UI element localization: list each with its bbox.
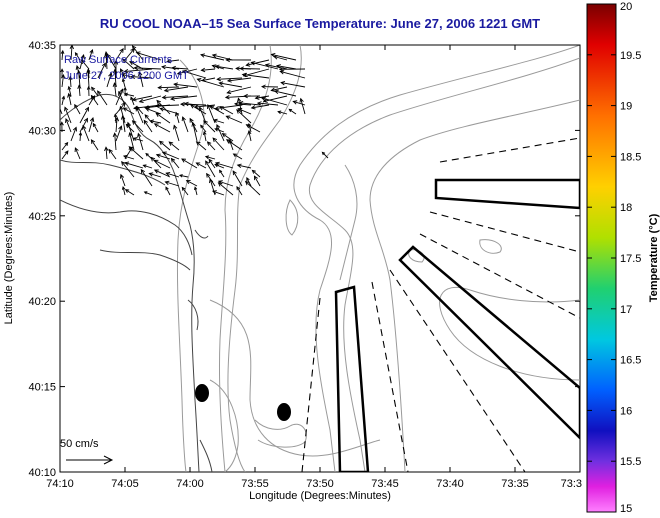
colorbar-tick-label: 17.5	[620, 253, 641, 265]
scale-arrow-label: 50 cm/s	[60, 438, 99, 450]
x-tick-label: 73:55	[241, 478, 269, 490]
coastline	[60, 93, 213, 472]
y-tick-label: 40:10	[28, 467, 56, 479]
buoy-marker	[277, 403, 291, 421]
colorbar-tick-label: 20	[620, 1, 632, 13]
transect-boxes	[334, 178, 580, 472]
y-tick-label: 40:30	[28, 125, 56, 137]
legend-line-1: Raw Surface Currents	[64, 54, 173, 66]
scale-arrow-icon	[66, 455, 114, 465]
colorbar-tick-label: 18	[620, 202, 632, 214]
y-tick-label: 40:35	[28, 40, 56, 52]
colorbar-tick-label: 16	[620, 405, 632, 417]
y-tick-label: 40:20	[28, 296, 56, 308]
y-axis-label: Latitude (Degrees:Minutes)	[3, 192, 15, 325]
x-tick-label: 73:40	[436, 478, 464, 490]
colorbar-tick-label: 15.5	[620, 456, 641, 468]
y-tick-label: 40:25	[28, 211, 56, 223]
colorbar-tick-label: 16.5	[620, 355, 641, 367]
colorbar-tick-label: 19.5	[620, 50, 641, 62]
x-axis-ticks: 74:10 74:05 74:00 73:55 73:50 73:45 73:40 73:35…	[46, 45, 582, 490]
legend-line-2: June 27, 2006 1200 GMT	[64, 70, 189, 82]
x-tick-label: 73:35	[501, 478, 529, 490]
buoy-marker	[195, 384, 209, 402]
y-tick-label: 40:15	[28, 382, 56, 394]
x-tick-label: 74:00	[176, 478, 204, 490]
y-axis-ticks: 40:35 40:30 40:25 40:20 40:15 40:10	[28, 40, 580, 479]
colorbar-tick-label: 18.5	[620, 151, 641, 163]
colorbar-label: Temperature (°C)	[648, 213, 660, 302]
colorbar-ticks: 20 19.5 19 18.5 18 17.5 17 16.5 16 15.5 15	[587, 1, 641, 515]
map-title: RU COOL NOAA–15 Sea Surface Temperature:…	[99, 16, 541, 31]
x-axis-label: Longitude (Degrees:Minutes)	[249, 490, 391, 502]
x-tick-label: 74:10	[46, 478, 74, 490]
colorbar-tick-label: 19	[620, 101, 632, 113]
dashed-survey-lines	[301, 137, 580, 472]
colorbar-tick-label: 15	[620, 503, 632, 515]
x-tick-label: 73:50	[306, 478, 334, 490]
bathymetry-contours	[176, 45, 580, 472]
surface-current-vectors	[60, 45, 329, 196]
colorbar-tick-label: 17	[620, 304, 632, 316]
x-tick-label: 73:3	[561, 478, 582, 490]
x-tick-label: 74:05	[111, 478, 139, 490]
x-tick-label: 73:45	[371, 478, 399, 490]
